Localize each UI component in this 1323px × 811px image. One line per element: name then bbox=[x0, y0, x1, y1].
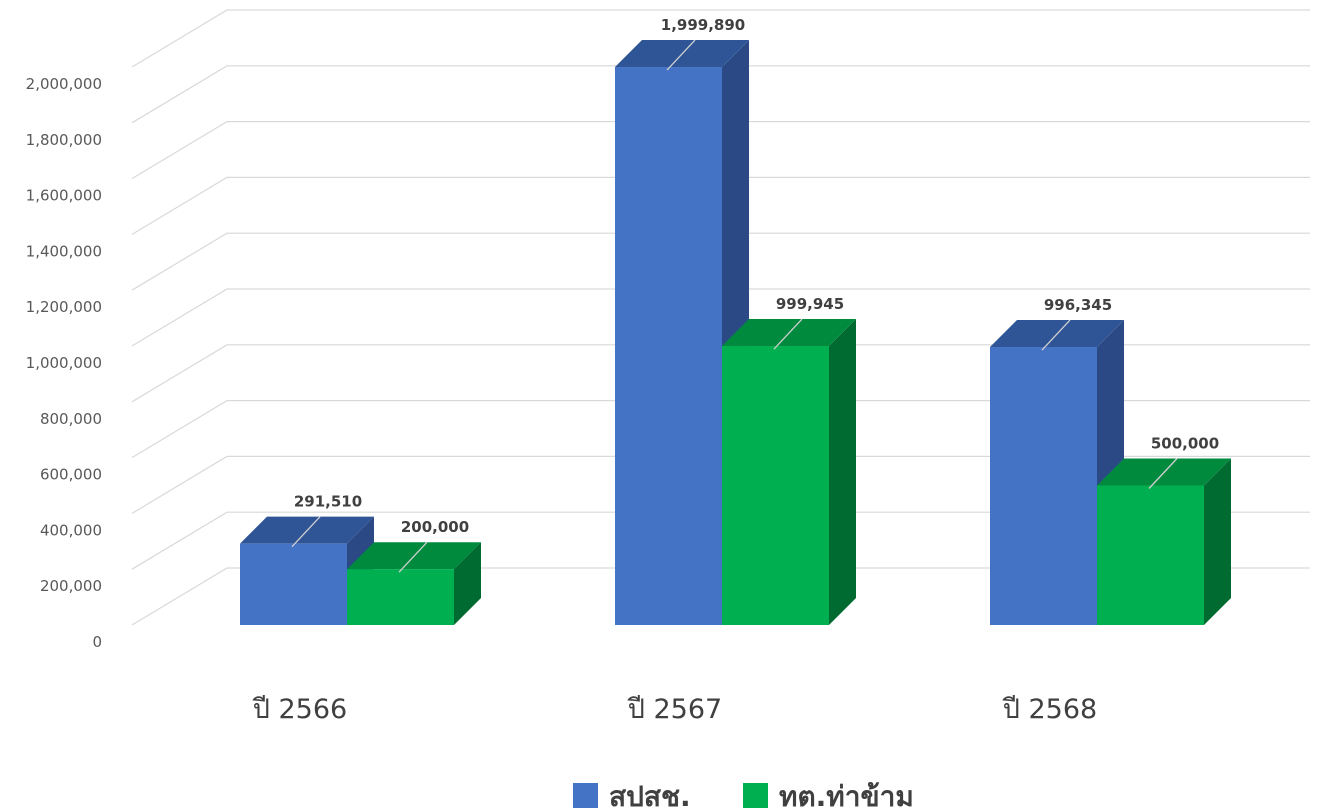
gridline bbox=[131, 65, 1310, 124]
gridline bbox=[131, 288, 1310, 347]
legend-swatch bbox=[743, 783, 768, 808]
gridline bbox=[131, 400, 1310, 459]
data-label: 500,000 bbox=[1151, 435, 1219, 453]
data-label: 200,000 bbox=[401, 518, 469, 536]
bar-front bbox=[347, 569, 454, 625]
bar bbox=[347, 542, 481, 625]
bar-front bbox=[1097, 485, 1204, 625]
x-category-label: ปี 2566 bbox=[252, 694, 347, 725]
bars: 291,510 200,000 1,999,890 999,945 996,345 500… bbox=[240, 16, 1231, 625]
y-tick-label: 1,200,000 bbox=[26, 298, 102, 316]
gridlines bbox=[131, 9, 1310, 626]
y-tick-label: 400,000 bbox=[40, 521, 102, 539]
bar-front bbox=[240, 543, 347, 625]
y-tick-label: 600,000 bbox=[40, 466, 102, 484]
legend-label: สปสช. bbox=[609, 780, 691, 811]
gridline bbox=[131, 344, 1310, 403]
legend-swatch bbox=[573, 783, 598, 808]
y-tick-label: 2,000,000 bbox=[26, 75, 102, 93]
y-tick-label: 1,400,000 bbox=[26, 242, 102, 260]
data-label: 996,345 bbox=[1044, 296, 1112, 314]
y-tick-label: 0 bbox=[92, 633, 102, 651]
data-label-leader bbox=[773, 318, 803, 350]
x-category-label: ปี 2568 bbox=[1002, 694, 1097, 725]
gridline bbox=[131, 455, 1310, 514]
y-axis: 0 200,000 400,000 600,000 800,000 1,000,000 1,… bbox=[26, 75, 102, 651]
y-tick-label: 1,800,000 bbox=[26, 131, 102, 149]
gridline bbox=[131, 9, 1310, 68]
gridline bbox=[131, 511, 1310, 570]
bar-front bbox=[990, 347, 1097, 625]
legend-label: ทต.ท่าข้าม bbox=[779, 780, 914, 811]
y-tick-label: 800,000 bbox=[40, 410, 102, 428]
data-label: 1,999,890 bbox=[661, 16, 745, 34]
x-category-label: ปี 2567 bbox=[627, 694, 722, 725]
bar bbox=[722, 319, 856, 625]
data-label-leader bbox=[666, 39, 696, 71]
bar-side bbox=[829, 319, 856, 625]
data-label-leader bbox=[398, 541, 428, 573]
data-label: 291,510 bbox=[294, 493, 362, 511]
bar bbox=[1097, 458, 1231, 625]
data-label-leader bbox=[1148, 458, 1178, 489]
bar-front bbox=[722, 346, 829, 625]
y-tick-label: 200,000 bbox=[40, 577, 102, 595]
y-tick-label: 1,000,000 bbox=[26, 354, 102, 372]
bar bbox=[990, 320, 1124, 625]
x-axis: ปี 2566 ปี 2567 ปี 2568 bbox=[252, 694, 1097, 725]
gridline bbox=[131, 176, 1310, 235]
bar-side bbox=[454, 542, 481, 625]
gridline bbox=[131, 232, 1310, 291]
gridline bbox=[131, 121, 1310, 180]
legend: สปสช. ทต.ท่าข้าม bbox=[573, 780, 914, 811]
bar-side bbox=[1204, 458, 1231, 625]
y-tick-label: 1,600,000 bbox=[26, 187, 102, 205]
data-label: 999,945 bbox=[776, 295, 844, 313]
gridline bbox=[131, 567, 1310, 626]
bar-front bbox=[615, 67, 722, 625]
data-label-leader bbox=[291, 516, 321, 548]
data-label-leader bbox=[1041, 319, 1071, 351]
